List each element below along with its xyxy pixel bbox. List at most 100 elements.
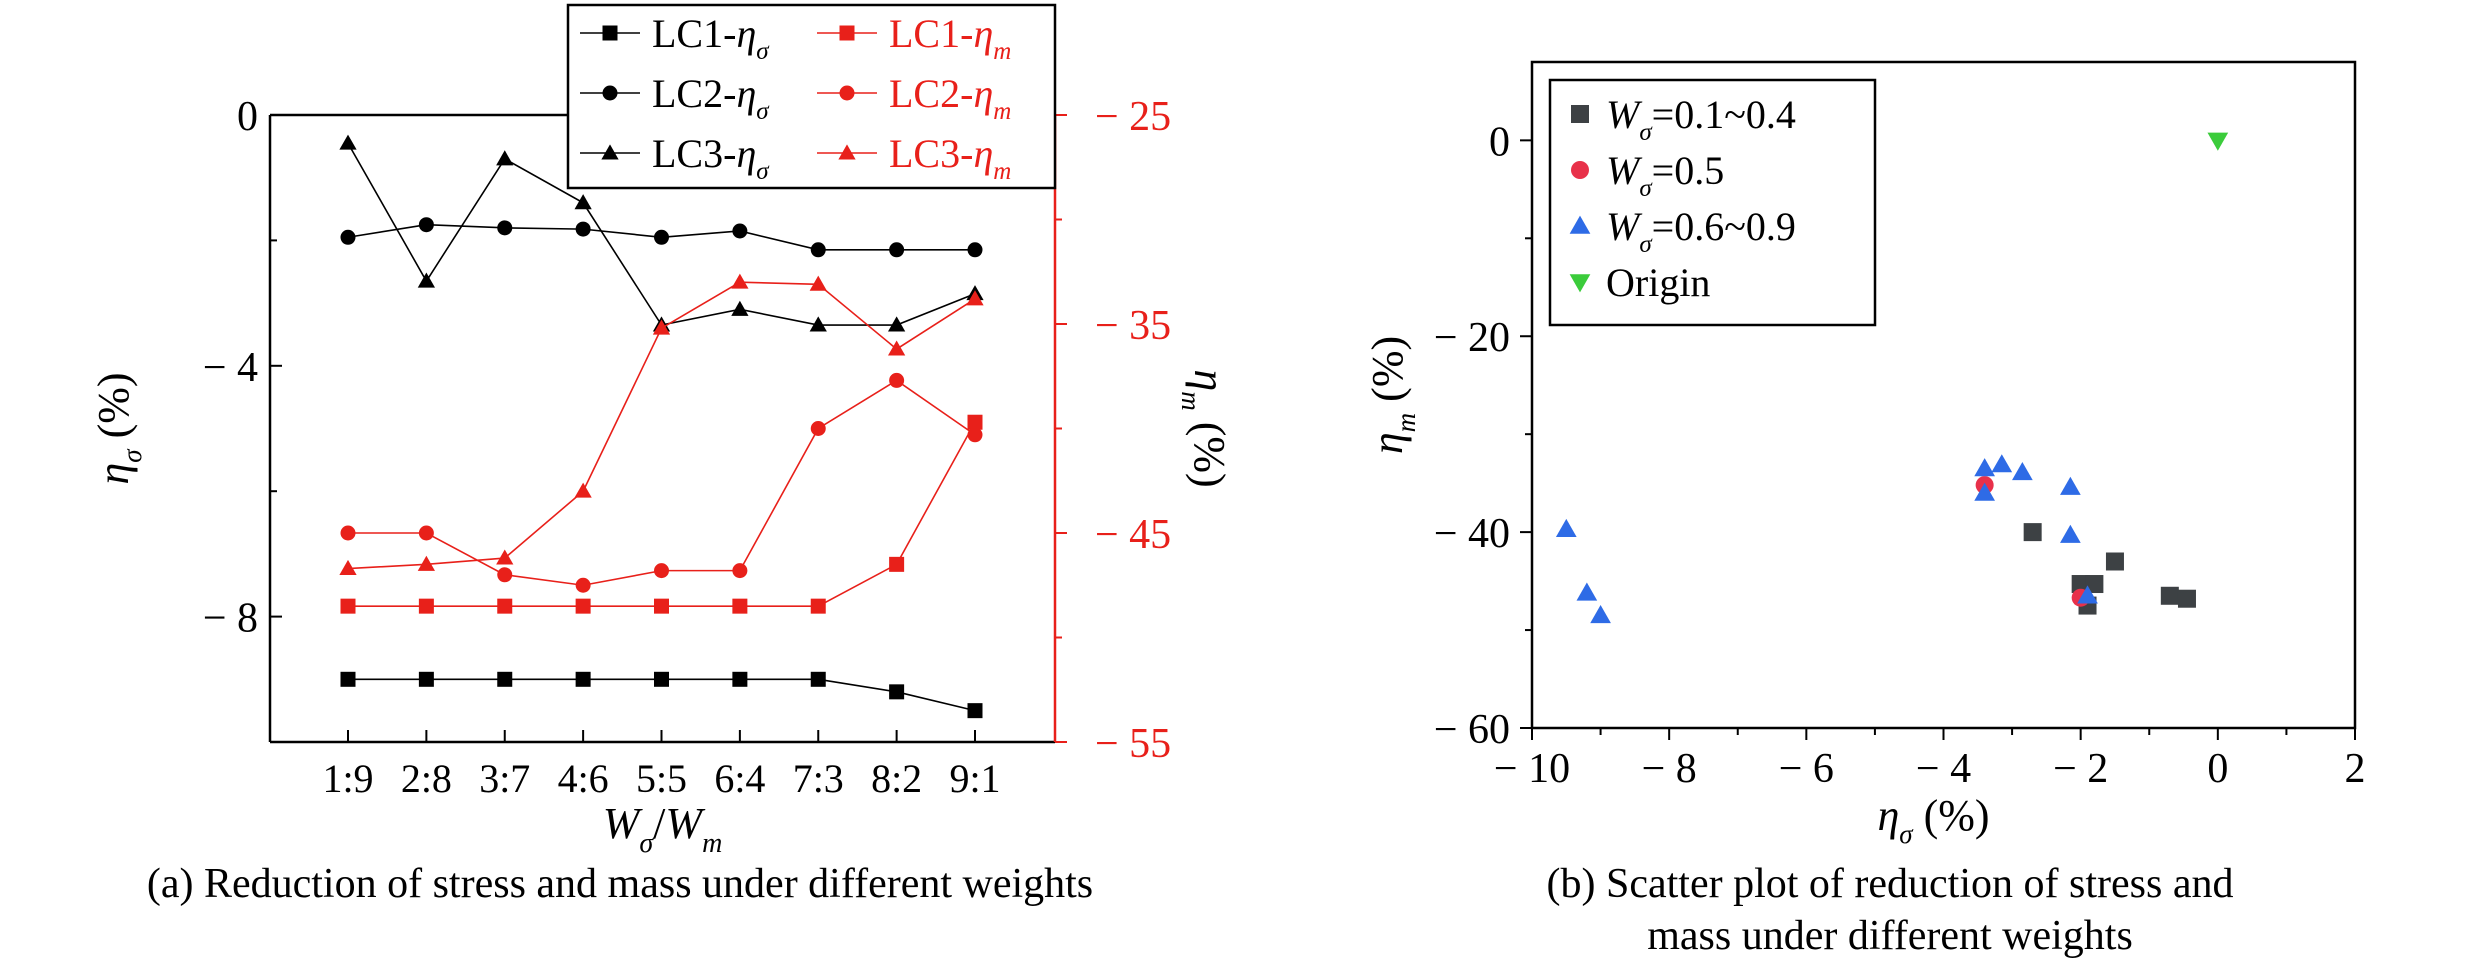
chart-b-x-tick-label: − 6 — [1779, 746, 1834, 792]
data-point — [810, 671, 826, 687]
chart-a-ylabel-left: ησ (%) — [89, 372, 147, 484]
label-symbol: η — [1877, 791, 1899, 840]
legend-label: LC3-ηm — [889, 131, 1011, 185]
scatter-point — [1576, 582, 1598, 601]
legend-label: Origin — [1606, 260, 1710, 305]
scatter-point — [1555, 518, 1577, 537]
legend-label: LC3-ησ — [652, 131, 770, 185]
data-point — [889, 684, 905, 700]
chart-a-right-tick-label: − 25 — [1095, 94, 1171, 140]
label-symbol: η — [736, 11, 756, 56]
label-symbol: W — [665, 799, 705, 848]
label-text: =0.5 — [1652, 148, 1725, 193]
label-subscript: σ — [1639, 119, 1653, 146]
chart-a-x-tick-label: 8:2 — [871, 756, 922, 801]
label-symbol: W — [1606, 92, 1643, 137]
label-subscript: m — [993, 158, 1011, 185]
chart-a-xlabel: Wσ/Wm — [603, 799, 723, 859]
legend-label: LC2-ηm — [889, 71, 1011, 125]
data-point — [496, 549, 514, 565]
label-text: LC3- — [889, 131, 973, 176]
data-point — [575, 577, 591, 593]
data-point — [967, 703, 983, 719]
label-symbol: η — [1363, 432, 1412, 454]
label-text: / — [653, 799, 666, 848]
chart-a-x-tick-label: 7:3 — [793, 756, 844, 801]
legend-label: LC2-ησ — [652, 71, 770, 125]
chart-a-left-tick-label: 0 — [237, 94, 258, 140]
data-point — [418, 598, 434, 614]
label-subscript: σ — [1639, 175, 1653, 202]
label-text: Origin — [1606, 260, 1710, 305]
chart-a-x-tick-label: 5:5 — [636, 756, 687, 801]
legend-swatch-marker — [1571, 105, 1589, 123]
chart-b-x-tick-label: − 8 — [1642, 746, 1697, 792]
label-symbol: η — [973, 131, 993, 176]
legend-label: LC1-ησ — [652, 11, 770, 65]
chart-b-points — [1555, 132, 2229, 624]
data-point — [732, 671, 748, 687]
data-point — [809, 316, 827, 332]
label-subscript: σ — [639, 828, 654, 859]
data-point — [810, 242, 826, 258]
data-point — [340, 525, 356, 541]
scatter-point — [1590, 605, 1611, 624]
legend-swatch-marker — [839, 85, 855, 101]
chart-b-y-tick-label: 0 — [1489, 119, 1510, 165]
data-point — [418, 525, 434, 541]
label-subscript: m — [1391, 413, 1421, 433]
data-point — [575, 598, 591, 614]
label-text: LC2- — [889, 71, 973, 116]
chart-b-axes: − 10− 8− 6− 4− 2 0 20− 20− 40− 60 — [1434, 60, 2366, 792]
chart-b-y-tick-label: − 60 — [1434, 707, 1510, 753]
data-point — [340, 671, 356, 687]
chart-a-x-tick-label: 9:1 — [949, 756, 1000, 801]
caption-b-line1: (b) Scatter plot of reduction of stress … — [1546, 861, 2234, 907]
data-point — [418, 217, 434, 233]
data-point — [732, 223, 748, 239]
data-point — [732, 598, 748, 614]
label-symbol: W — [1606, 204, 1643, 249]
data-point — [418, 671, 434, 687]
label-subscript: σ — [756, 158, 770, 185]
series-line-LC1-ηm — [348, 421, 976, 607]
chart-b-x-tick-label: − 10 — [1494, 746, 1570, 792]
scatter-point — [2077, 585, 2098, 604]
data-point — [889, 556, 905, 572]
chart-a: 0 − 4 − 8 − 25 − 35 − 45 − 55 1:9 2:8 3:7 4:6 5:5 6:… — [89, 3, 1234, 859]
data-point — [497, 671, 513, 687]
chart-a-right-tick-label: − 35 — [1095, 303, 1171, 349]
label-subscript: m — [1176, 391, 1206, 411]
data-point — [810, 421, 826, 436]
scatter-point — [2177, 589, 2196, 608]
data-point — [497, 598, 513, 614]
chart-b-ylabel: ηm (%) — [1363, 336, 1421, 454]
chart-a-x-tick-label: 2:8 — [401, 756, 452, 801]
data-point — [888, 316, 906, 332]
data-point — [654, 229, 669, 245]
legend-swatch-marker — [1569, 215, 1591, 234]
data-point — [654, 598, 669, 614]
data-point — [417, 555, 435, 571]
legend-label: LC1-ηm — [889, 11, 1011, 65]
data-point — [339, 559, 357, 575]
chart-a-axis-labels: ησ (%) ηm (%) Wσ/Wm — [89, 369, 1234, 859]
label-subscript: σ — [756, 98, 770, 125]
scatter-point — [2060, 524, 2081, 543]
label-subscript: m — [702, 828, 722, 859]
legend-swatch-marker — [839, 25, 855, 41]
chart-a-x-tick-label: 1:9 — [322, 756, 373, 801]
label-symbol: η — [973, 71, 993, 116]
data-point — [340, 598, 356, 614]
data-point — [731, 300, 749, 316]
caption-a: (a) Reduction of stress and mass under d… — [146, 861, 1094, 907]
label-text: =0.1~0.4 — [1652, 92, 1796, 137]
data-point — [497, 567, 513, 583]
chart-a-series — [339, 134, 984, 719]
data-point — [732, 563, 748, 579]
label-symbol: η — [89, 463, 138, 485]
caption-b-line2: mass under different weights — [1647, 913, 2133, 959]
